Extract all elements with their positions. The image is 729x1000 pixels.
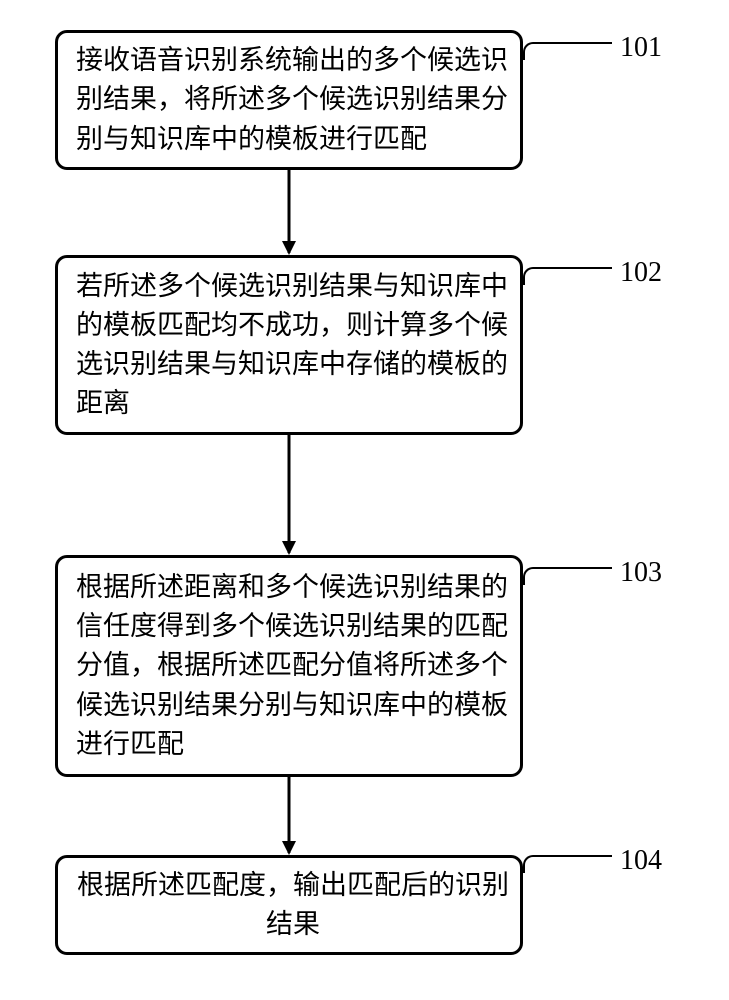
leader-line [539, 567, 612, 569]
flow-node-text: 根据所述匹配度，输出匹配后的识别结果 [76, 866, 510, 944]
flow-node-label: 101 [620, 32, 662, 64]
leader-curve [523, 855, 541, 873]
leader-curve [523, 567, 541, 585]
leader-curve [523, 267, 541, 285]
flow-node-text: 若所述多个候选识别结果与知识库中的模板匹配均不成功，则计算多个候选识别结果与知识… [76, 267, 510, 424]
flowchart-canvas: 接收语音识别系统输出的多个候选识别结果，将所述多个候选识别结果分别与知识库中的模… [0, 0, 729, 1000]
flow-node-n3: 根据所述距离和多个候选识别结果的信任度得到多个候选识别结果的匹配分值，根据所述匹… [55, 555, 523, 777]
flow-node-n1: 接收语音识别系统输出的多个候选识别结果，将所述多个候选识别结果分别与知识库中的模… [55, 30, 523, 170]
flow-node-label: 104 [620, 845, 662, 877]
leader-curve [523, 42, 541, 60]
leader-line [539, 267, 612, 269]
flow-node-text: 根据所述距离和多个候选识别结果的信任度得到多个候选识别结果的匹配分值，根据所述匹… [76, 568, 510, 764]
flow-node-n4: 根据所述匹配度，输出匹配后的识别结果 [55, 855, 523, 955]
flow-node-text: 接收语音识别系统输出的多个候选识别结果，将所述多个候选识别结果分别与知识库中的模… [76, 41, 510, 158]
leader-line [539, 42, 612, 44]
flow-node-n2: 若所述多个候选识别结果与知识库中的模板匹配均不成功，则计算多个候选识别结果与知识… [55, 255, 523, 435]
flow-node-label: 103 [620, 557, 662, 589]
flow-node-label: 102 [620, 257, 662, 289]
leader-line [539, 855, 612, 857]
